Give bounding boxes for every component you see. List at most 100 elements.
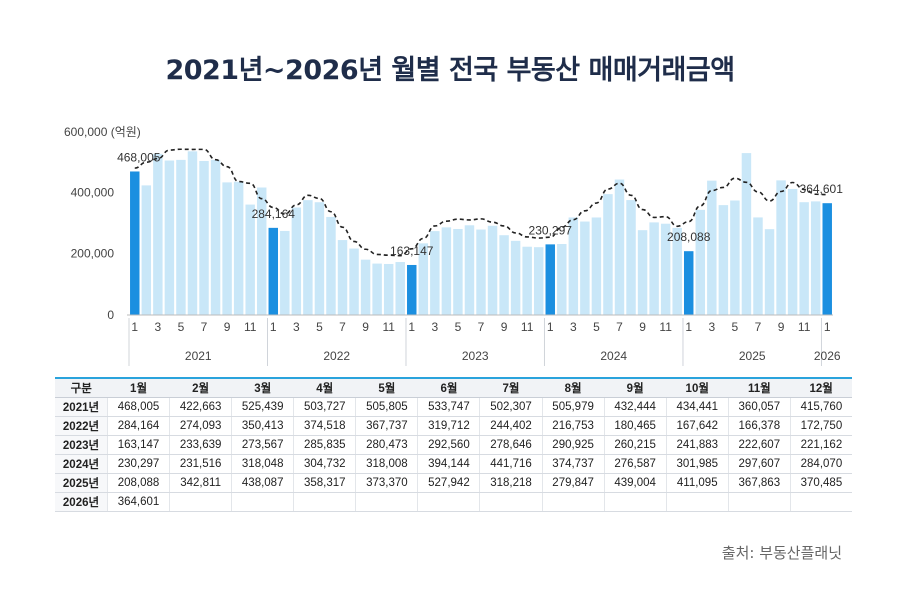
bar [591, 217, 602, 315]
table-cell: 244,402 [479, 416, 543, 436]
bar [441, 227, 452, 315]
month-tick-label: 1 [685, 320, 692, 334]
bar [487, 225, 498, 315]
bar [210, 159, 221, 315]
table-cell: 276,587 [603, 454, 667, 474]
table-cell: 439,004 [603, 473, 667, 493]
table-cell: 367,863 [727, 473, 791, 493]
table-cell: 374,737 [541, 454, 605, 474]
bar [718, 205, 729, 315]
year-label: 2023 [462, 349, 489, 363]
bar [372, 263, 382, 315]
table-cell: 434,441 [665, 397, 729, 417]
table-cell: 301,985 [665, 454, 729, 474]
table-cell: 2021년 [55, 397, 108, 417]
bar [672, 227, 682, 315]
table-cell: 274,093 [169, 416, 232, 436]
month-tick-label: 11 [244, 320, 257, 334]
bar [626, 200, 636, 315]
table-cell: 373,370 [355, 473, 418, 493]
bar [822, 203, 832, 315]
table-cell [727, 492, 791, 512]
table-cell: 284,070 [789, 454, 852, 474]
table-cell: 358,317 [293, 473, 356, 493]
table-cell: 279,847 [541, 473, 605, 493]
bar [614, 179, 625, 315]
month-tick-label: 3 [293, 320, 300, 334]
table-cell: 503,727 [293, 397, 356, 417]
data-label: 364,601 [800, 182, 844, 196]
month-tick-label: 5 [593, 320, 600, 334]
bar [568, 217, 579, 315]
table-header-cell: 10월 [666, 377, 729, 398]
bar [303, 200, 313, 315]
table-cell: 468,005 [106, 397, 170, 417]
month-tick-label: 9 [362, 320, 369, 334]
table-cell: 166,378 [727, 416, 791, 436]
table-cell: 273,567 [231, 435, 294, 455]
bar-chart: 600,000 (억원) 0 200,000 400,000 468,005 284,16… [64, 125, 844, 366]
data-label: 163,147 [390, 244, 434, 258]
table-cell [479, 492, 543, 512]
trend-line [134, 148, 828, 257]
bar [337, 240, 348, 315]
table-cell: 505,979 [541, 397, 605, 417]
table-cell: 216,753 [541, 416, 605, 436]
table-cell: 527,942 [417, 473, 480, 493]
table-header-cell: 12월 [790, 377, 852, 398]
bar [545, 244, 555, 315]
month-tick-label: 7 [478, 320, 485, 334]
data-label: 208,088 [667, 230, 711, 244]
table-cell: 230,297 [106, 454, 170, 474]
bar [476, 229, 486, 315]
month-tick-label: 7 [755, 320, 762, 334]
table-row: 2022년 284,164 274,093 350,413 374,518 367,737… [55, 416, 852, 436]
year-label: 2026 [814, 349, 841, 363]
table-cell: 318,218 [479, 473, 543, 493]
bar [533, 247, 544, 315]
table-cell: 502,307 [479, 397, 543, 417]
table-cell: 441,716 [479, 454, 543, 474]
table-cell: 319,712 [417, 416, 480, 436]
month-tick-label: 1 [824, 320, 831, 334]
table-cell: 284,164 [106, 416, 170, 436]
bar [314, 202, 325, 315]
bar [233, 181, 244, 315]
table-cell: 180,465 [603, 416, 667, 436]
table-cell: 2025년 [55, 473, 108, 493]
data-table: 구분 1월 2월 3월 4월 5월 6월 7월 8월 9월 10월 11월 12월 2021년 468,0… [55, 377, 852, 512]
year-label: 2022 [323, 349, 350, 363]
month-tick-label: 11 [659, 320, 672, 334]
bar [141, 185, 152, 315]
month-tick-label: 3 [431, 320, 438, 334]
bar [130, 171, 140, 315]
table-cell: 285,835 [293, 435, 356, 455]
bar [418, 243, 429, 315]
table-cell: 221,162 [789, 435, 852, 455]
table-cell: 208,088 [106, 473, 170, 493]
table-header-cell: 1월 [107, 377, 170, 398]
table-cell: 367,737 [355, 416, 418, 436]
table-cell: 350,413 [231, 416, 294, 436]
table-cell: 415,760 [789, 397, 852, 417]
bar [395, 262, 405, 315]
table-cell: 304,732 [293, 454, 356, 474]
table-row: 2021년 468,005 422,663 525,439 503,727 505,805… [55, 397, 852, 417]
table-header-cell: 8월 [542, 377, 605, 398]
table-header-cell: 9월 [604, 377, 667, 398]
bar [580, 221, 590, 315]
bar [730, 200, 740, 315]
data-label: 468,005 [117, 150, 161, 164]
bar [383, 263, 394, 315]
bar [407, 264, 417, 315]
bar [199, 160, 209, 315]
data-label: 284,164 [252, 207, 296, 221]
table-cell: 290,925 [541, 435, 605, 455]
table-row: 2024년 230,297 231,516 318,048 304,732 318,008… [55, 454, 852, 474]
bar [153, 153, 163, 315]
table-cell: 318,048 [231, 454, 294, 474]
month-tick-label: 7 [201, 320, 208, 334]
table-cell [417, 492, 480, 512]
y-axis-unit: 600,000 (억원) [64, 125, 141, 139]
y-tick-label: 400,000 [71, 185, 115, 199]
